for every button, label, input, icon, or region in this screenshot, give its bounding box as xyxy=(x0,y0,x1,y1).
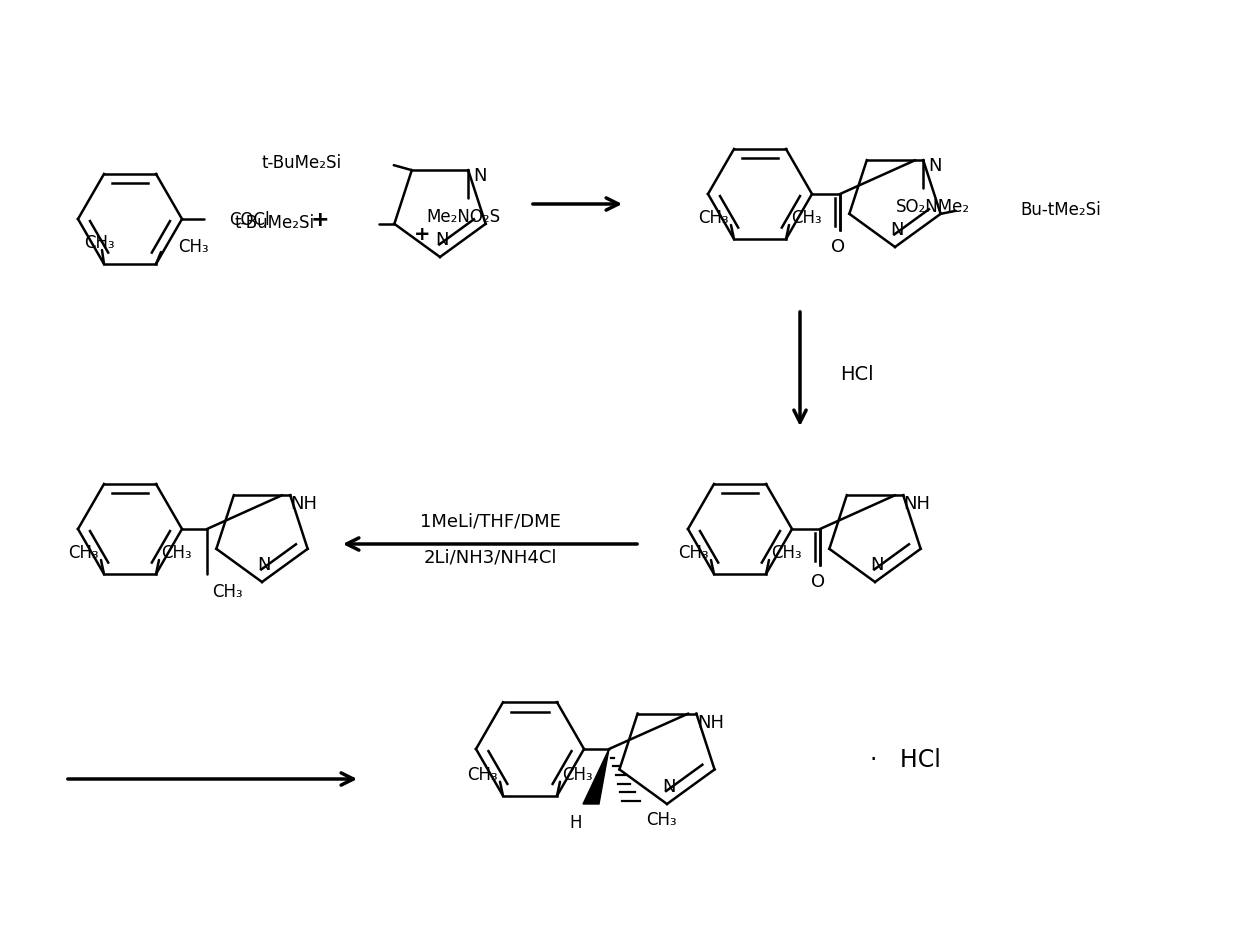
Text: CH₃: CH₃ xyxy=(678,544,709,562)
Text: N: N xyxy=(435,230,449,248)
Text: O: O xyxy=(811,572,825,590)
Text: t-BuMe₂Si: t-BuMe₂Si xyxy=(262,154,342,172)
Text: CH₃: CH₃ xyxy=(68,544,99,562)
Text: N: N xyxy=(929,157,942,175)
Text: H: H xyxy=(569,813,583,831)
Text: CH₃: CH₃ xyxy=(179,238,208,256)
Text: NH: NH xyxy=(697,713,724,731)
Text: CH₃: CH₃ xyxy=(698,208,729,227)
Text: NH: NH xyxy=(290,495,317,512)
Text: CH₃: CH₃ xyxy=(562,765,593,783)
Text: 2Li/NH3/NH4Cl: 2Li/NH3/NH4Cl xyxy=(423,548,557,566)
Text: Me₂NO₂S: Me₂NO₂S xyxy=(427,208,500,226)
Text: N: N xyxy=(890,221,904,239)
Text: N: N xyxy=(257,555,270,573)
Text: CH₃: CH₃ xyxy=(83,234,114,251)
Text: N: N xyxy=(870,555,884,573)
Text: HCl: HCl xyxy=(839,366,874,384)
Text: CH₃: CH₃ xyxy=(771,544,801,562)
Text: CH₃: CH₃ xyxy=(791,208,822,227)
Text: +: + xyxy=(311,209,330,229)
Text: SO₂NMe₂: SO₂NMe₂ xyxy=(897,198,970,216)
Text: CH₃: CH₃ xyxy=(467,765,498,783)
Text: CH₃: CH₃ xyxy=(161,544,192,562)
Text: N: N xyxy=(474,167,487,185)
Text: CH₃: CH₃ xyxy=(646,810,677,828)
Text: +: + xyxy=(414,226,430,245)
Text: 1MeLi/THF/DME: 1MeLi/THF/DME xyxy=(419,512,560,530)
Polygon shape xyxy=(583,749,609,804)
Text: CH₃: CH₃ xyxy=(212,583,243,601)
Text: NH: NH xyxy=(904,495,931,512)
Text: Bu-tMe₂Si: Bu-tMe₂Si xyxy=(1021,201,1101,219)
Text: COCl: COCl xyxy=(229,210,269,228)
Text: O: O xyxy=(831,238,846,256)
Text: ·   HCl: · HCl xyxy=(870,747,941,771)
Text: t-BuMe₂Si: t-BuMe₂Si xyxy=(234,213,315,231)
Text: N: N xyxy=(662,777,676,795)
